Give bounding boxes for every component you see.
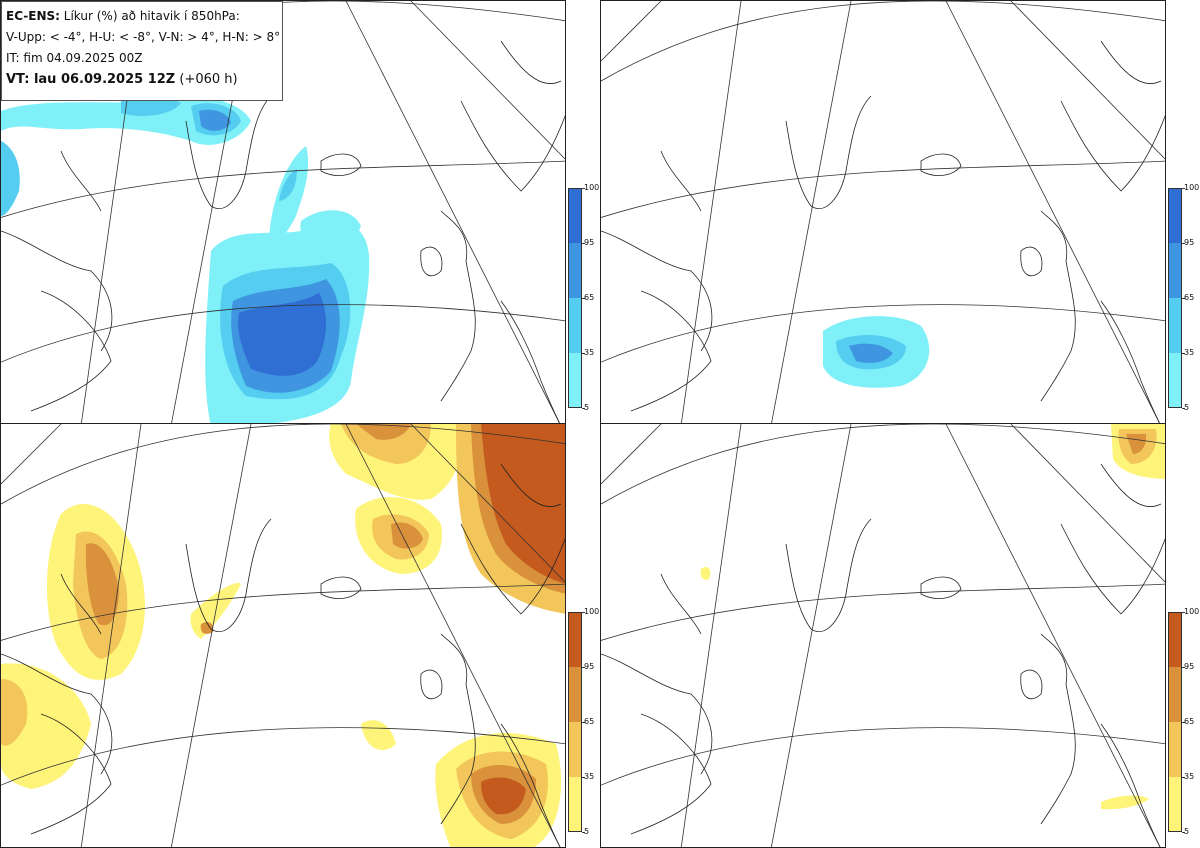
map-panel-h-u [600,0,1166,425]
colorbar-segment [1168,667,1182,722]
colorbar-tick-mark [1182,722,1185,723]
graticule [1,424,565,847]
colorbar-tick-label: 65 [584,293,595,302]
graticule [601,1,1165,424]
colorbar-segment [1168,353,1182,408]
legend-valid-time: VT: lau 06.09.2025 12Z [6,72,176,87]
coastlines [601,40,1165,424]
colorbar-tick-mark [582,722,585,723]
map-panel-h-n [600,423,1166,848]
colorbar-tick-label: 5 [1184,403,1190,412]
warm-anomaly-field [700,424,1165,810]
colorbar-v-n: 100 95 65 35 5 [568,608,599,836]
map-v-n [1,424,565,847]
map-panel-v-n [0,423,566,848]
colorbar-segment [1168,188,1182,243]
colorbar-h-n: 100 95 65 35 5 [1168,608,1199,836]
colorbar-tick-label: 100 [1184,607,1200,616]
colorbar-tick-label: 65 [1184,293,1195,302]
colorbar-tick-mark [582,298,585,299]
colorbar-tick-label: 35 [584,348,595,357]
colorbar-tick-label: 35 [584,772,595,781]
colorbar-segment [568,188,582,243]
coastlines [1,463,565,847]
colorbar-tick-mark [582,353,585,354]
legend-product: EC-ENS: [6,9,60,23]
colorbar-tick-label: 5 [584,403,590,412]
legend-init-time: IT: fim 04.09.2025 00Z [6,51,143,65]
colorbar-tick-label: 35 [1184,772,1195,781]
coastlines [1,40,565,424]
colorbar-tick-label: 100 [584,183,600,192]
colorbar-tick-label: 5 [1184,827,1190,836]
colorbar-tick-label: 95 [584,238,595,247]
colorbar-tick-label: 5 [584,827,590,836]
colorbar-tick-mark [1182,777,1185,778]
colorbar-tick-mark [1182,667,1185,668]
colorbar-v-upp: 100 95 65 35 5 [568,184,599,412]
legend-title: Líkur (%) að hitavik í 850hPa: [63,9,240,23]
colorbar-tick-mark [1182,612,1185,613]
graticule [601,424,1165,847]
colorbar-segment [568,722,582,777]
colorbar-segment [1168,777,1182,832]
colorbar-segment [568,777,582,832]
colorbar-tick-label: 35 [1184,348,1195,357]
colorbar-tick-mark [582,777,585,778]
colorbar-tick-mark [1182,243,1185,244]
legend-lead-time: (+060 h) [179,72,238,87]
colorbar-segment [568,353,582,408]
colorbar-tick-mark [582,243,585,244]
colorbar-segment [568,298,582,353]
legend-title-line: EC-ENS: Líkur (%) að hitavik í 850hPa: [6,6,278,27]
map-v-upp [1,1,565,424]
colorbar-tick-label: 65 [1184,717,1195,726]
colorbar-segment [568,667,582,722]
colorbar-tick-mark [1182,832,1185,833]
colorbar-tick-mark [582,667,585,668]
colorbar-segment [1168,243,1182,298]
colorbar-tick-label: 65 [584,717,595,726]
colorbar-segment [568,612,582,667]
colorbar-tick-mark [582,188,585,189]
colorbar-h-u: 100 95 65 35 5 [1168,184,1199,412]
map-legend-box: EC-ENS: Líkur (%) að hitavik í 850hPa: V… [1,1,283,101]
colorbar-tick-mark [1182,353,1185,354]
legend-thresholds: V-Upp: < -4°, H-U: < -8°, V-N: > 4°, H-N… [6,30,281,44]
map-panel-v-upp: EC-ENS: Líkur (%) að hitavik í 850hPa: V… [0,0,566,425]
map-h-u [601,1,1165,424]
colorbar-tick-label: 100 [584,607,600,616]
warm-anomaly-field [1,424,565,847]
colorbar-tick-mark [582,408,585,409]
colorbar-tick-mark [1182,298,1185,299]
colorbar-tick-mark [582,832,585,833]
colorbar-segment [568,243,582,298]
legend-valid-line: VT: lau 06.09.2025 12Z (+060 h) [6,69,278,90]
cold-anomaly-field [1,96,370,424]
coastlines [601,463,1165,847]
cold-anomaly-field [823,316,930,388]
colorbar-segment [1168,298,1182,353]
map-h-n [601,424,1165,847]
colorbar-tick-mark [582,612,585,613]
colorbar-tick-mark [1182,408,1185,409]
colorbar-tick-label: 95 [1184,238,1195,247]
colorbar-segment [1168,612,1182,667]
colorbar-tick-mark [1182,188,1185,189]
colorbar-tick-label: 95 [584,662,595,671]
colorbar-tick-label: 95 [1184,662,1195,671]
colorbar-segment [1168,722,1182,777]
colorbar-tick-label: 100 [1184,183,1200,192]
